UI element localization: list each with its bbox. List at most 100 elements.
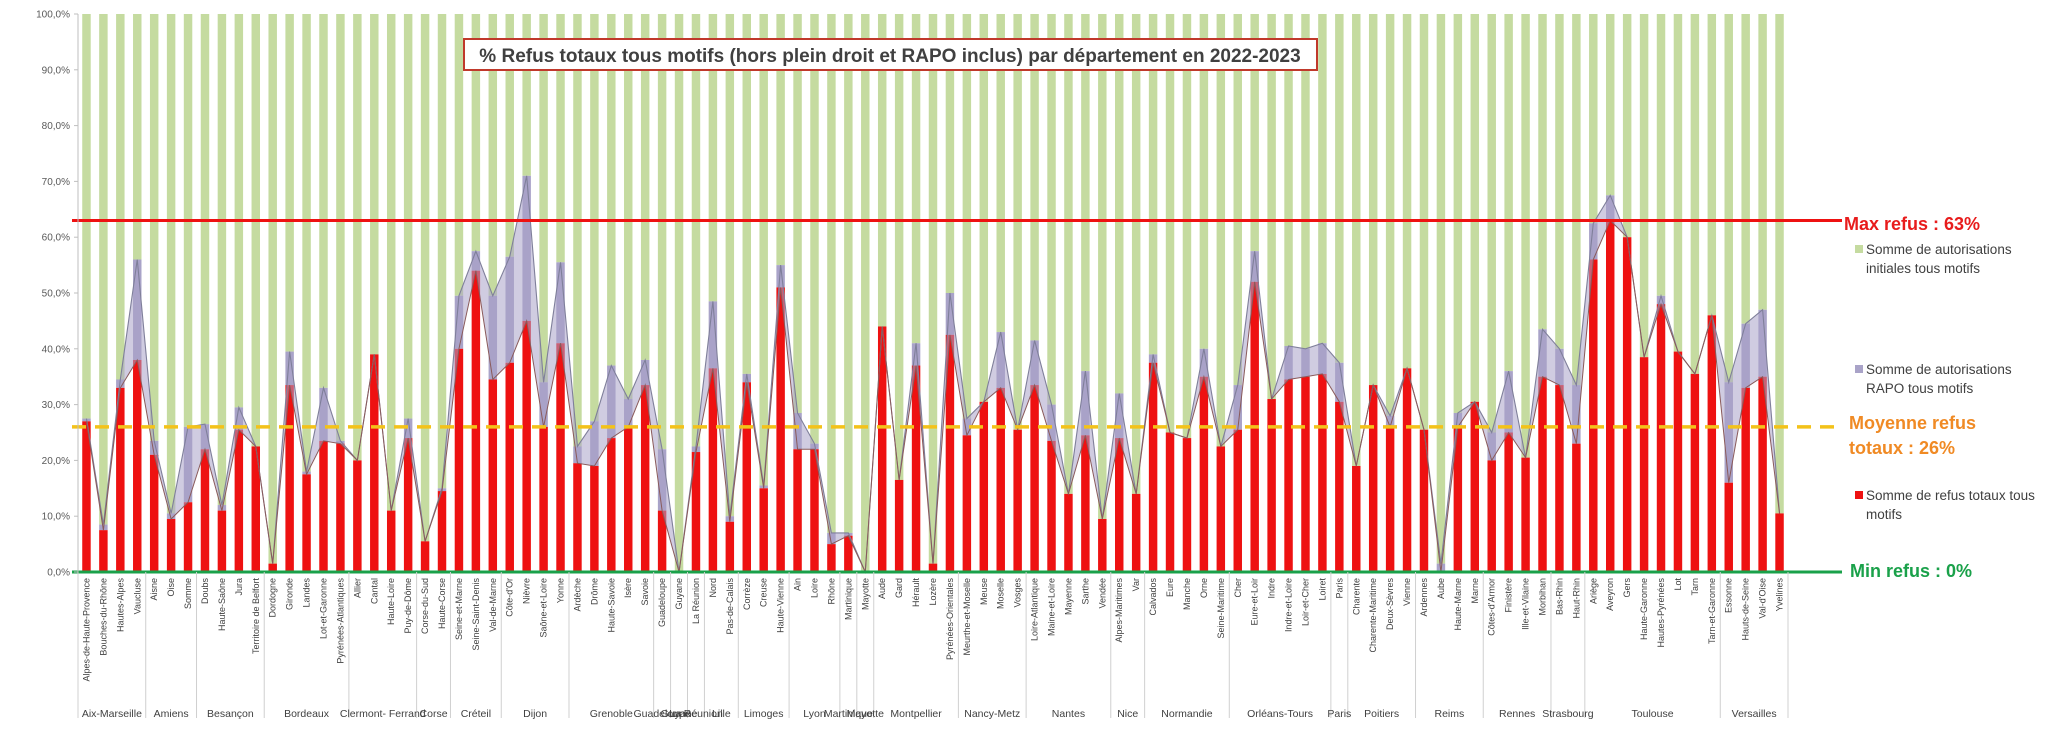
x-tick-label: Haute-Loire: [386, 578, 396, 625]
bar-autorisations-initiales: [657, 14, 667, 450]
rapo-area: [86, 175, 1780, 572]
bar-refus-totaux: [691, 452, 701, 572]
bar-refus-totaux: [1335, 401, 1344, 572]
x-tick-label: Ardennes: [1419, 578, 1429, 617]
bar-autorisations-initiales: [691, 14, 701, 447]
avg-annotation-line2: totaux : 26%: [1849, 438, 1955, 458]
bar-autorisations-initiales: [1555, 14, 1564, 349]
bar-refus-totaux: [1047, 440, 1056, 572]
bar-refus-totaux: [894, 479, 904, 572]
bar-refus-totaux: [1605, 220, 1615, 572]
x-tick-label: Côte-d'Or: [505, 578, 515, 617]
x-tick-label: Vosges: [1013, 578, 1023, 608]
x-tick-label: Hérault: [911, 578, 921, 608]
bar-refus-totaux: [1724, 482, 1733, 572]
x-tick-label: Yvelines: [1775, 578, 1785, 612]
bar-refus-totaux: [1165, 432, 1175, 572]
group-label: Limoges: [744, 708, 784, 720]
x-tick-label: Guadeloupe: [657, 578, 667, 627]
group-label: Corse: [420, 708, 448, 720]
bar-autorisations-initiales: [319, 14, 328, 388]
x-tick-label: Haute-Corse: [437, 578, 447, 629]
x-tick-label: Seine-Saint-Denis: [471, 578, 481, 651]
bar-autorisations-initiales: [82, 14, 91, 419]
group-label: Grenoble: [590, 708, 633, 720]
bar-refus-totaux: [1758, 376, 1767, 572]
bar-refus-totaux: [962, 435, 972, 572]
x-tick-label: Ariège: [1588, 578, 1598, 604]
bar-autorisations-initiales: [1064, 14, 1073, 494]
bar-autorisations-initiales: [1081, 14, 1090, 372]
bar-refus-totaux: [877, 326, 887, 572]
group-label: Bordeaux: [284, 708, 330, 720]
x-tick-label: Eure: [1165, 578, 1175, 597]
bar-refus-totaux: [1419, 429, 1429, 572]
x-tick-label: Mayotte: [860, 578, 870, 610]
bar-autorisations-initiales: [471, 14, 481, 252]
bar-autorisations-initiales: [573, 14, 582, 447]
bar-autorisations-initiales: [1673, 14, 1683, 352]
bar-refus-totaux: [302, 474, 311, 572]
bar-autorisations-initiales: [1487, 14, 1496, 433]
x-tick-label: Aude: [877, 578, 887, 599]
x-tick-label: Sarthe: [1080, 578, 1090, 605]
x-tick-label: Vienne: [1402, 578, 1412, 606]
bar-autorisations-initiales: [640, 14, 650, 360]
group-label: Lyon: [803, 708, 826, 720]
x-tick-label: Ain: [793, 578, 803, 591]
bar-autorisations-initiales: [1402, 14, 1412, 369]
bar-refus-totaux: [1233, 429, 1242, 572]
x-tick-label: Tarn: [1690, 578, 1700, 596]
x-tick-label: Lot-et-Garonne: [318, 578, 328, 639]
group-label: Paris: [1327, 708, 1351, 720]
bar-refus-totaux: [1470, 401, 1480, 572]
chart-title: % Refus totaux tous motifs (hors plein d…: [479, 46, 1300, 67]
bar-autorisations-initiales: [1639, 14, 1649, 358]
bar-autorisations-initiales: [962, 14, 972, 419]
x-tick-label: Maine-et-Loire: [1047, 578, 1057, 636]
bar-refus-totaux: [1352, 465, 1361, 572]
x-tick-label: Marne: [1470, 578, 1480, 604]
bar-autorisations-initiales: [1368, 14, 1378, 386]
bar-refus-totaux: [183, 502, 193, 572]
bar-refus-totaux: [99, 530, 108, 572]
bar-autorisations-initiales: [116, 14, 125, 380]
bar-autorisations-initiales: [1335, 14, 1344, 363]
bar-refus-totaux: [607, 438, 616, 572]
x-tick-label: Indre-et-Loire: [1284, 578, 1294, 632]
refus-line: [85, 219, 1781, 574]
x-tick-label: Haute-Marne: [1453, 578, 1463, 631]
bar-refus-totaux: [1284, 379, 1293, 572]
group-label: Versailles: [1732, 708, 1777, 720]
bar-autorisations-initiales: [1115, 14, 1124, 394]
axes-layer: [74, 13, 1789, 718]
x-tick-label: Rhône: [826, 578, 836, 605]
group-label: Clermont- Ferrand: [340, 708, 426, 720]
x-tick-label: Haut-Rhin: [1571, 578, 1581, 619]
bar-autorisations-initiales: [742, 14, 751, 374]
bar-refus-totaux: [370, 354, 379, 572]
bar-refus-totaux: [1368, 385, 1378, 572]
x-tick-label: Hautes-Pyrénées: [1656, 578, 1666, 648]
bar-refus-totaux: [403, 438, 413, 572]
bar-autorisations-initiales: [1047, 14, 1056, 405]
bar-autorisations-initiales: [1690, 14, 1700, 374]
bars-layer: [82, 14, 1784, 572]
bar-refus-totaux: [1182, 438, 1192, 572]
y-tick-label: 40,0%: [42, 344, 70, 355]
x-tick-label: Haute-Saône: [217, 578, 227, 631]
bar-refus-totaux: [1385, 426, 1395, 572]
bar-refus-totaux: [945, 334, 955, 572]
group-label: Mayotte: [847, 708, 885, 720]
bar-autorisations-initiales: [1470, 14, 1480, 402]
bar-autorisations-initiales: [99, 14, 108, 525]
x-tick-label: Lozère: [928, 578, 938, 606]
x-tick-label: Allier: [352, 578, 362, 598]
bar-autorisations-initiales: [302, 14, 311, 472]
bar-autorisations-initiales: [877, 14, 887, 327]
bar-autorisations-initiales: [708, 14, 718, 302]
group-label: Lille: [712, 708, 731, 720]
bar-refus-totaux: [285, 385, 294, 572]
x-tick-label: Corse-du-Sud: [420, 578, 430, 634]
